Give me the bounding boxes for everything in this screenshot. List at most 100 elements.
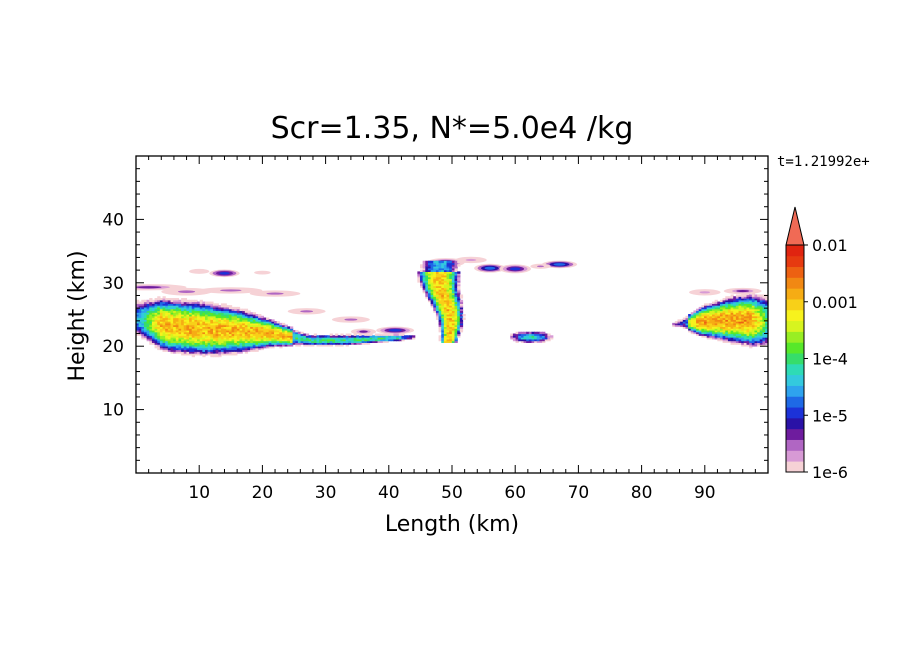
heatmap-cell xyxy=(443,276,448,280)
heatmap-cell xyxy=(693,319,697,322)
heatmap-cell xyxy=(451,283,456,287)
heatmap-cell xyxy=(159,328,164,331)
heatmap-cell xyxy=(741,296,745,299)
heatmap-cell xyxy=(183,322,188,326)
heatmap-cell xyxy=(154,340,158,343)
heatmap-cell xyxy=(459,312,464,315)
heatmap-cell xyxy=(244,324,249,328)
heatmap-cell xyxy=(762,328,766,331)
heatmap-cell xyxy=(446,315,450,319)
heatmap-cell xyxy=(337,340,341,343)
heatmap-cell xyxy=(247,313,251,317)
heatmap-cell xyxy=(443,317,448,320)
heatmap-cell xyxy=(167,349,172,352)
heatmap-cell xyxy=(228,349,233,352)
heatmap-cell xyxy=(714,322,718,326)
heatmap-cell xyxy=(289,329,294,333)
heatmap-cell xyxy=(178,329,182,333)
heatmap-cell xyxy=(284,344,288,347)
heatmap-cell xyxy=(234,349,238,352)
heatmap-cell xyxy=(457,331,461,335)
heatmap-cell xyxy=(427,266,432,269)
heatmap-cell xyxy=(258,322,262,326)
heatmap-cell xyxy=(430,282,434,285)
heatmap-cell xyxy=(523,335,527,338)
heatmap-cell xyxy=(356,338,360,342)
heatmap-cell xyxy=(449,285,453,288)
heatmap-cell xyxy=(430,285,434,288)
heatmap-cell xyxy=(183,347,188,351)
heatmap-cell xyxy=(218,333,222,336)
heatmap-cell xyxy=(271,329,275,333)
heatmap-cell xyxy=(197,317,201,320)
heatmap-cell xyxy=(205,313,209,317)
heatmap-cell xyxy=(236,335,241,338)
heatmap-cell xyxy=(175,335,180,338)
heatmap-cell xyxy=(218,319,222,322)
heatmap-cell xyxy=(749,338,753,342)
heatmap-cell xyxy=(236,344,241,347)
heatmap-cell xyxy=(441,276,445,280)
heatmap-cell xyxy=(449,313,453,317)
heatmap-cell xyxy=(162,322,166,326)
heatmap-cell xyxy=(215,319,219,322)
heatmap-cell xyxy=(279,322,283,326)
heatmap-cell xyxy=(289,335,294,338)
heatmap-cell xyxy=(714,313,718,317)
heatmap-cell xyxy=(754,342,758,345)
heatmap-cell xyxy=(704,313,708,317)
heatmap-cell xyxy=(690,324,695,328)
heatmap-cell xyxy=(443,308,448,312)
heatmap-cell xyxy=(199,306,203,310)
heatmap-cell xyxy=(247,338,251,342)
heatmap-cell xyxy=(749,319,753,322)
heatmap-cell xyxy=(181,353,185,356)
heatmap-cell xyxy=(162,333,166,336)
heatmap-cell xyxy=(149,329,153,333)
heatmap-cell xyxy=(438,303,442,306)
heatmap-cell xyxy=(765,333,768,336)
heatmap-cell xyxy=(281,329,286,333)
heatmap-cell xyxy=(441,269,445,272)
heatmap-cell xyxy=(714,306,718,310)
heatmap-cell xyxy=(754,322,758,326)
heatmap-cell xyxy=(457,305,461,308)
heatmap-cell xyxy=(258,333,262,336)
heatmap-cell xyxy=(457,287,461,290)
heatmap-cell xyxy=(218,328,222,331)
heatmap-cell xyxy=(757,321,761,324)
heatmap-cell xyxy=(358,335,363,338)
heatmap-cell xyxy=(191,319,195,322)
heatmap-cell xyxy=(287,342,291,345)
heatmap-cell xyxy=(189,312,193,315)
heatmap-cell xyxy=(454,333,458,336)
heatmap-cell xyxy=(175,312,180,315)
heatmap-cell xyxy=(706,337,710,340)
heatmap-cell xyxy=(438,301,442,304)
heatmap-cell xyxy=(303,333,307,336)
heatmap-cell xyxy=(274,342,278,345)
heatmap-cell xyxy=(550,335,554,338)
heatmap-cell xyxy=(420,283,424,287)
heatmap-cell xyxy=(311,340,315,343)
heatmap-cell xyxy=(146,315,150,319)
heatmap-cell xyxy=(136,313,140,317)
heatmap-cell xyxy=(143,305,148,308)
heatmap-cell xyxy=(329,344,334,347)
heatmap-cell xyxy=(722,326,726,329)
heatmap-cell xyxy=(260,331,265,335)
heatmap-cell xyxy=(693,329,697,333)
heatmap-cell xyxy=(446,290,450,294)
heatmap-cell xyxy=(751,313,756,317)
heatmap-cell xyxy=(757,326,761,329)
heatmap-cell xyxy=(239,324,243,328)
heatmap-cell xyxy=(451,271,456,274)
heatmap-cell xyxy=(297,340,302,343)
heatmap-cell xyxy=(725,306,729,310)
heatmap-cell xyxy=(425,287,429,290)
heatmap-cell xyxy=(223,342,227,345)
heatmap-cell xyxy=(308,344,312,347)
heatmap-cell xyxy=(165,312,169,315)
heatmap-cell xyxy=(388,338,392,342)
heatmap-cell xyxy=(427,282,432,285)
